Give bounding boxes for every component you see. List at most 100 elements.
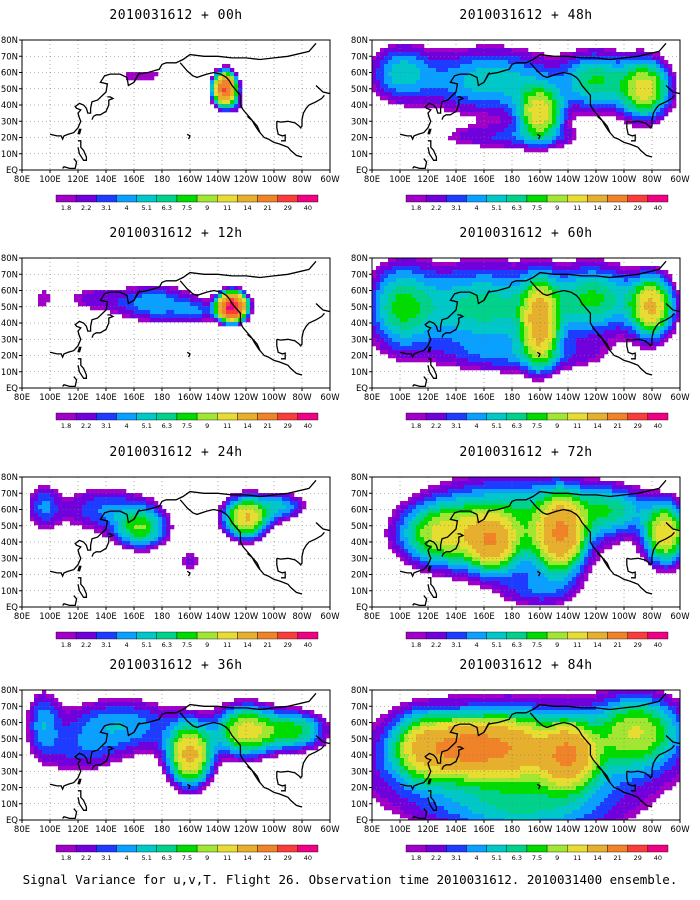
variance-cell (290, 738, 295, 743)
variance-cell (516, 64, 521, 69)
variance-cell (274, 501, 279, 506)
variance-cell (676, 306, 680, 311)
variance-cell (596, 278, 601, 283)
variance-cell (58, 702, 63, 707)
variance-cell (576, 274, 581, 279)
variance-cell (572, 72, 577, 77)
variance-cell (66, 754, 71, 759)
variance-cell (428, 298, 433, 303)
variance-cell (624, 108, 629, 113)
variance-cell (628, 270, 633, 275)
variance-cell (476, 108, 481, 113)
variance-cell (416, 56, 421, 61)
variance-cell (162, 521, 167, 526)
variance-cell (302, 501, 307, 506)
coastline (77, 778, 82, 785)
variance-cell (106, 698, 111, 703)
variance-cell (258, 501, 263, 506)
variance-cell (38, 509, 43, 514)
variance-cell (608, 112, 613, 117)
variance-cell (560, 52, 565, 57)
variance-cell (278, 497, 283, 502)
variance-cell (660, 76, 665, 81)
variance-cell (600, 88, 605, 93)
variance-cell (262, 493, 267, 498)
variance-cell (448, 88, 453, 93)
variance-cell (640, 60, 645, 65)
variance-cell (644, 306, 649, 311)
variance-cell (428, 64, 433, 69)
variance-cell (226, 80, 231, 85)
variance-cell (536, 298, 541, 303)
variance-cell (512, 286, 517, 291)
variance-cell (452, 282, 457, 287)
variance-cell (436, 282, 441, 287)
variance-cell (86, 702, 91, 707)
variance-cell (246, 302, 251, 307)
variance-cell (218, 80, 223, 85)
variance-cell (106, 734, 111, 739)
variance-cell (524, 92, 529, 97)
variance-cell (448, 72, 453, 77)
variance-cell (82, 734, 87, 739)
variance-cell (214, 92, 219, 97)
variance-cell (266, 501, 271, 506)
variance-cell (322, 718, 327, 723)
variance-cell (592, 60, 597, 65)
variance-cell (210, 314, 215, 319)
variance-cell (122, 505, 127, 510)
variance-cell (198, 722, 203, 727)
variance-cell (492, 290, 497, 295)
variance-cell (428, 52, 433, 57)
variance-cell (588, 112, 593, 117)
variance-cell (500, 302, 505, 307)
variance-cell (372, 278, 377, 283)
variance-cell (78, 722, 83, 727)
variance-cell (230, 314, 235, 319)
variance-cell (556, 136, 561, 141)
variance-cell (46, 714, 51, 719)
variance-cell (584, 60, 589, 65)
variance-cell (376, 266, 381, 271)
variance-cell (644, 278, 649, 283)
variance-cell (520, 144, 525, 149)
variance-cell (134, 702, 139, 707)
variance-cell (548, 270, 553, 275)
variance-cell (150, 290, 155, 295)
variance-cell (58, 513, 63, 518)
variance-cell (444, 302, 449, 307)
variance-cell (210, 738, 215, 743)
variance-cell (624, 302, 629, 307)
variance-cell (282, 706, 287, 711)
variance-cell (596, 290, 601, 295)
variance-cell (396, 286, 401, 291)
variance-cell (110, 730, 115, 735)
variance-cell (162, 286, 167, 291)
variance-cell (186, 561, 191, 566)
variance-cell (572, 266, 577, 271)
variance-cell (70, 730, 75, 735)
variance-cell (190, 738, 195, 743)
variance-cell (186, 738, 191, 743)
y-tick-label: 30N (351, 117, 368, 127)
variance-cell (444, 84, 449, 89)
variance-cell (314, 718, 319, 723)
variance-cell (508, 76, 513, 81)
variance-cell (592, 104, 597, 109)
variance-cell (190, 553, 195, 558)
variance-cell (508, 72, 513, 77)
variance-cell (388, 76, 393, 81)
variance-cell (436, 266, 441, 271)
colorbar-swatch (116, 844, 137, 853)
variance-cell (146, 746, 151, 751)
y-tick-label: 20N (1, 784, 18, 794)
variance-cell (640, 104, 645, 109)
variance-cell (564, 100, 569, 105)
variance-cell (616, 96, 621, 101)
variance-cell (604, 76, 609, 81)
variance-cell (584, 72, 589, 77)
variance-cell (182, 557, 187, 562)
variance-cell (122, 521, 127, 526)
variance-cell (38, 754, 43, 759)
variance-cell (408, 286, 413, 291)
